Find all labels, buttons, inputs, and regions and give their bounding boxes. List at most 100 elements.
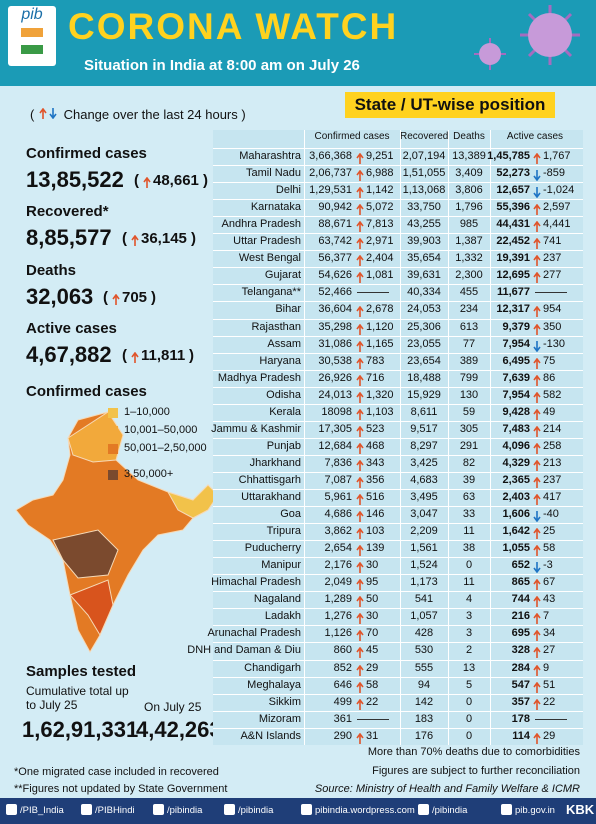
confirmed-change: 356 (366, 473, 385, 486)
change-arrow (356, 253, 364, 267)
change-arrow (533, 356, 541, 369)
row-line (213, 506, 583, 508)
social-icon (6, 804, 17, 815)
row-line (213, 523, 583, 525)
deaths: 3,409 (455, 167, 483, 180)
bracket: ) (191, 230, 196, 247)
state: Delhi (275, 184, 301, 197)
up-arrow (112, 292, 120, 305)
logo-text: pib (21, 6, 43, 23)
recovered: 3,047 (410, 508, 438, 521)
state: Telangana** (241, 286, 301, 299)
change-arrow (356, 270, 364, 284)
active-change: 582 (543, 388, 562, 401)
bracket: ( (122, 347, 127, 364)
deaths: 5 (465, 678, 473, 691)
deaths: 1,796 (455, 201, 483, 214)
recovered: 1,173 (410, 576, 438, 589)
table-bg (213, 130, 583, 745)
confirmed-change: 1,165 (366, 337, 394, 350)
row-line (213, 471, 583, 473)
deaths: 13 (462, 661, 476, 674)
footer-link: /pibindia (238, 805, 274, 816)
active-change: 9 (543, 661, 550, 674)
change-arrow (533, 270, 541, 284)
confirmed-change: 523 (366, 422, 385, 435)
summary-change: 705 (122, 289, 148, 306)
recovered: 23,055 (407, 337, 441, 350)
confirmed-change: 95 (366, 576, 379, 589)
deaths: 11 (463, 525, 475, 538)
active-change: 7 (543, 610, 550, 623)
confirmed-change: 7,813 (366, 218, 394, 231)
change-arrow (356, 151, 364, 164)
deaths: 77 (462, 337, 476, 350)
active: 1,45,785 (487, 150, 530, 162)
confirmed: 63,742 (318, 235, 352, 248)
deaths: 13,389 (452, 150, 486, 162)
deaths: 0 (465, 559, 473, 572)
active: 328 (511, 644, 530, 657)
column-header: Recovered (400, 131, 449, 142)
active-change: 954 (543, 303, 562, 316)
change-arrow (533, 577, 541, 591)
active: 6,495 (502, 354, 530, 367)
row-line (213, 148, 583, 149)
recovered: 94 (417, 678, 431, 691)
row-line (213, 557, 583, 559)
no-change (357, 718, 389, 720)
state: Andhra Pradesh (221, 218, 302, 231)
confirmed-change: 516 (366, 491, 385, 503)
state: Himachal Pradesh (211, 576, 301, 589)
confirmed-change: 343 (366, 456, 385, 469)
recovered: 183 (414, 712, 434, 725)
footer-link: /PIB_India (20, 805, 64, 816)
no-change (535, 292, 567, 294)
deaths: 3,806 (455, 184, 483, 197)
title: CORONA WATCH (68, 6, 399, 47)
confirmed-change: 1,320 (366, 388, 394, 401)
active: 9,428 (502, 405, 530, 418)
active: 865 (511, 576, 530, 589)
summary-change: 11,811 (141, 347, 186, 364)
state: Goa (280, 508, 301, 521)
active: 52,273 (496, 167, 530, 180)
change-arrow (356, 185, 364, 199)
active-change: 22 (543, 695, 556, 708)
state: Jammu & Kashmir (211, 422, 301, 435)
active-change: 51 (543, 678, 556, 691)
state: Haryana (259, 354, 301, 367)
row-line (213, 693, 583, 695)
confirmed: 1,276 (324, 610, 352, 623)
recovered: 35,654 (407, 252, 441, 265)
confirmed-change: 9,251 (366, 150, 394, 162)
active-change: 49 (543, 405, 556, 418)
row-line (213, 454, 583, 456)
confirmed: 3,862 (324, 525, 352, 538)
active-change: 43 (543, 593, 556, 606)
row-line (213, 267, 583, 269)
confirmed: 7,836 (324, 456, 352, 469)
recovered: 3,495 (410, 491, 438, 503)
row-line (213, 574, 583, 576)
active-change: 67 (543, 576, 556, 589)
legend-label: 3,50,000+ (124, 468, 174, 480)
row-line (213, 352, 583, 354)
deaths: 985 (459, 218, 479, 231)
change-arrow (356, 356, 364, 369)
day-label: On July 25 (144, 700, 202, 714)
change-arrow (356, 475, 364, 488)
state: Tamil Nadu (245, 167, 301, 180)
change-arrow (533, 731, 541, 744)
summary-value: 13,85,522 (26, 167, 124, 192)
confirmed-change: 1,103 (366, 405, 394, 418)
footnote: *One migrated case included in recovered (14, 766, 219, 778)
active-change: 277 (543, 269, 562, 282)
confirmed: 499 (333, 695, 352, 708)
recovered: 39,631 (407, 269, 441, 282)
row-line (213, 420, 583, 422)
confirmed: 1,126 (324, 627, 352, 640)
confirmed-change: 70 (366, 627, 379, 640)
change-arrow (356, 202, 364, 216)
confirmed: 54,626 (318, 269, 352, 282)
